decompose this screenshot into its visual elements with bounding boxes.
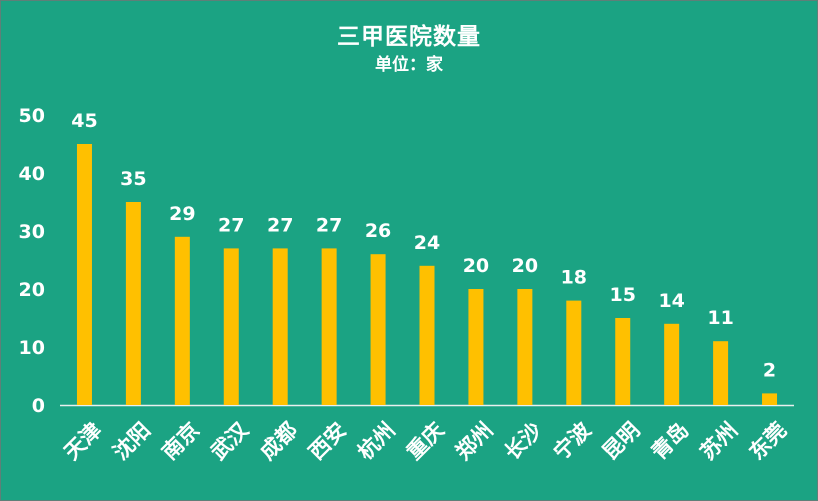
- x-tick-label: 武汉: [206, 417, 253, 464]
- x-tick-label: 昆明: [598, 418, 645, 465]
- x-tick-label: 南京: [157, 418, 204, 465]
- data-label: 20: [463, 255, 489, 277]
- data-label: 27: [218, 214, 244, 236]
- data-label: 26: [365, 220, 391, 242]
- data-label: 18: [561, 267, 587, 289]
- data-label: 2: [763, 359, 776, 381]
- x-tick-label: 西安: [304, 418, 351, 465]
- y-tick-label: 0: [32, 395, 45, 417]
- chart-title: 三甲医院数量: [337, 24, 481, 50]
- data-label: 29: [169, 203, 195, 225]
- y-tick-label: 30: [19, 221, 45, 243]
- data-label: 11: [707, 307, 733, 329]
- bar: [713, 341, 729, 405]
- bar: [174, 236, 190, 405]
- bar: [272, 248, 288, 405]
- bar: [615, 318, 631, 405]
- data-label: 27: [316, 214, 342, 236]
- x-tick-label: 东莞: [745, 418, 792, 465]
- bar: [664, 323, 680, 405]
- chart-subtitle: 单位：家: [375, 55, 443, 75]
- bar: [419, 265, 435, 405]
- data-label: 24: [414, 232, 440, 254]
- y-tick-label: 40: [19, 163, 45, 185]
- bar: [468, 289, 484, 405]
- y-tick-label: 10: [19, 337, 45, 359]
- y-tick-label: 50: [19, 105, 45, 127]
- bar: [517, 289, 533, 405]
- bar: [125, 202, 141, 405]
- bar: [76, 144, 92, 405]
- data-label: 15: [610, 284, 636, 306]
- bar: [321, 248, 337, 405]
- x-tick-label: 天津: [60, 418, 107, 465]
- x-tick-label: 重庆: [402, 418, 449, 465]
- data-label: 14: [658, 290, 684, 312]
- bar: [223, 248, 239, 405]
- x-tick-label: 成都: [255, 418, 302, 465]
- bar: [762, 393, 778, 405]
- x-tick-label: 沈阳: [109, 418, 156, 465]
- data-label: 35: [120, 168, 146, 190]
- x-tick-label: 宁波: [549, 417, 596, 464]
- bar: [566, 300, 582, 405]
- x-tick-label: 苏州: [696, 418, 743, 465]
- x-tick-label: 长沙: [500, 418, 547, 465]
- x-tick-label: 青岛: [647, 418, 694, 465]
- data-label: 20: [512, 255, 538, 277]
- bar: [370, 254, 386, 405]
- data-label: 45: [71, 110, 97, 132]
- data-label: 27: [267, 214, 293, 236]
- y-tick-label: 20: [19, 279, 45, 301]
- x-tick-label: 郑州: [451, 418, 498, 465]
- x-tick-label: 杭州: [353, 418, 400, 465]
